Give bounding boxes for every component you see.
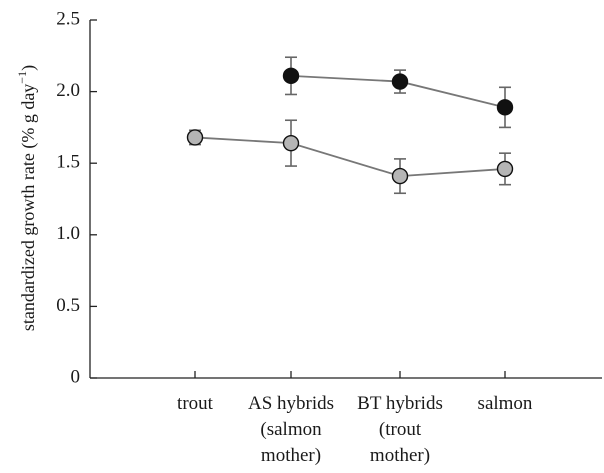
y-tick-label: 0	[71, 366, 81, 387]
x-category-label-line: mother)	[370, 445, 430, 466]
y-tick-label: 2.5	[56, 8, 80, 29]
data-point	[282, 67, 300, 85]
series-layer	[186, 56, 514, 195]
y-axis-title-close: )	[18, 65, 39, 71]
x-category-label: salmon	[478, 393, 533, 414]
y-tick-label: 0.5	[56, 295, 80, 316]
y-axis-title: standardized growth rate (% g day−1)	[15, 65, 39, 331]
x-category-label-line: trout	[177, 393, 214, 414]
x-category-label-line: mother)	[261, 445, 321, 466]
x-category-label-line: salmon	[478, 393, 533, 414]
series-2	[186, 119, 514, 195]
data-point	[496, 160, 514, 178]
x-category-label-line: (salmon	[260, 419, 322, 440]
data-point	[496, 99, 514, 116]
series-1	[282, 56, 514, 129]
x-category-label: BT hybrids (trout mother)	[357, 393, 443, 466]
data-point	[186, 129, 204, 146]
y-tick-label: 1.5	[56, 152, 80, 173]
y-ticks: 0 0.5 1.0 1.5 2.0 2.5	[56, 8, 97, 387]
series-line	[194, 136, 506, 177]
x-category-label: AS hybrids (salmon mother)	[248, 393, 334, 466]
data-point	[391, 73, 409, 90]
x-category-label-line: (trout	[379, 419, 422, 440]
svg-text:standardized growth rate (% g: standardized growth rate (% g day−1)	[15, 65, 39, 331]
x-category-labels: trout AS hybrids (salmon mother) BT hybrids (…	[177, 371, 533, 466]
y-tick-label: 1.0	[56, 223, 80, 244]
x-category-label-line: BT hybrids	[357, 393, 443, 414]
y-axis-title-main: standardized growth rate (% g day	[18, 84, 39, 331]
x-category-label: trout	[177, 393, 214, 414]
y-tick-label: 2.0	[56, 80, 80, 101]
axes	[89, 20, 602, 379]
data-point	[282, 134, 300, 152]
y-axis-title-superscript: −1	[15, 71, 29, 84]
data-point	[391, 167, 409, 185]
x-category-label-line: AS hybrids	[248, 393, 334, 414]
